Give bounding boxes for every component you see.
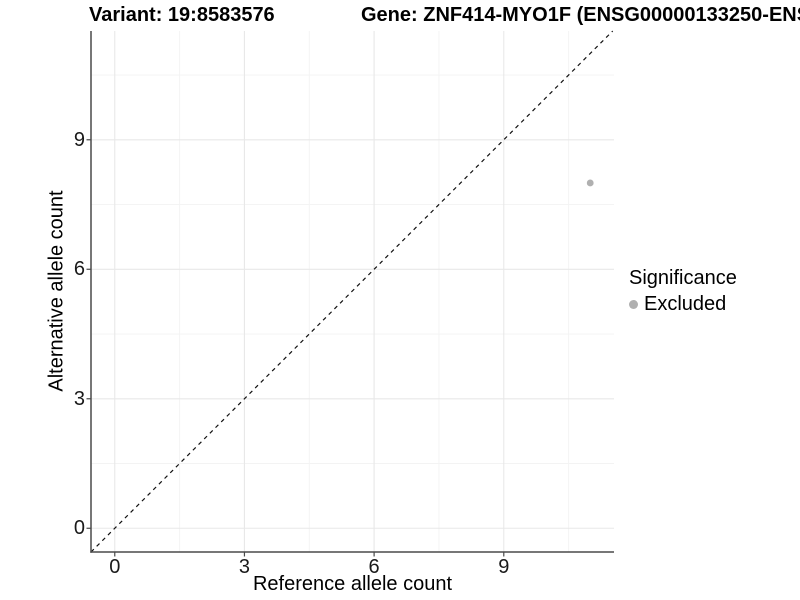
plot-title-gene: Gene: ZNF414-MYO1F (ENSG00000133250-ENS xyxy=(361,4,800,26)
legend-point-icon xyxy=(629,300,638,309)
y-tick-label: 6 xyxy=(73,258,85,281)
plot-title-variant: Variant: 19:8583576 xyxy=(89,4,275,26)
y-tick-label: 3 xyxy=(73,387,85,410)
y-tick-label: 9 xyxy=(73,128,85,151)
x-tick-label: 9 xyxy=(498,556,510,578)
legend: Significance Excluded xyxy=(629,267,737,316)
legend-title: Significance xyxy=(629,267,737,289)
y-axis-title: Alternative allele count xyxy=(45,190,68,392)
legend-item-label: Excluded xyxy=(644,293,727,315)
data-point xyxy=(586,179,594,187)
x-tick-label: 0 xyxy=(109,556,121,578)
x-tick-label: 6 xyxy=(368,556,380,578)
x-axis-title: Reference allele count xyxy=(252,573,452,595)
y-tick-label: 0 xyxy=(73,517,85,540)
x-tick-label: 3 xyxy=(238,556,250,578)
legend-item-excluded: Excluded xyxy=(629,293,737,316)
identity-line xyxy=(90,30,614,553)
